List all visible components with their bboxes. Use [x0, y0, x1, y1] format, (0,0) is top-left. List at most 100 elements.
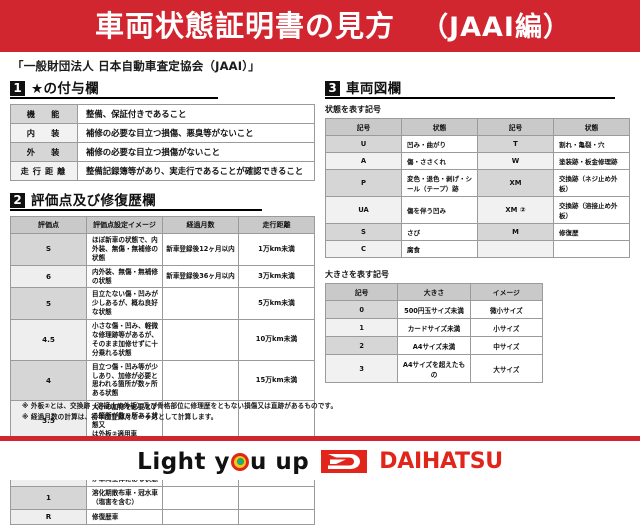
star-criteria-value: 整備、保証付きであること	[77, 104, 315, 124]
table-row: 5 目立たない傷・凹みが少しあるが、概ね良好な状態 5万km未満	[10, 287, 315, 321]
evaluation-description: 修復歴車	[86, 509, 163, 525]
table-row: 1 カードサイズ未満 小サイズ	[324, 318, 544, 337]
section-heading-evaluation: 2 評価点及び修復歴欄	[10, 193, 262, 211]
brand-lockup: Light y u up DAIHATSU	[137, 449, 503, 475]
condition-symbol: U	[325, 135, 402, 153]
size-image-label: 小サイズ	[469, 318, 544, 337]
table-row: 3.5 大小の加修を必要とする箇所が数ヶ所ある状態又 は外板②適用車	[10, 400, 315, 442]
tagline-pre: Light y	[137, 448, 231, 475]
section-number-2: 2	[10, 193, 25, 208]
table-row: U 凹み・曲がり T 割れ・亀裂・穴	[325, 135, 630, 153]
tagline-mid: u up	[250, 448, 310, 475]
condition-description: 交換跡（溶接止め外板）	[553, 196, 630, 224]
ring-core-icon	[238, 459, 243, 464]
star-criteria-key: 走行距離	[10, 161, 78, 181]
evaluation-months	[162, 359, 239, 402]
evaluation-mileage: 5万km未満	[238, 287, 315, 321]
size-range: 500円玉サイズ未満	[397, 300, 471, 319]
table-row: 6 内外装、無傷・無補修の状態 新車登録後36ヶ月以内 3万km未満	[10, 264, 315, 289]
table-row: 4.5 小さな傷・凹み、軽微な修理跡等があるが、 そのまま加修せずに十分乗れる状態 1…	[10, 319, 315, 361]
condition-symbol: T	[477, 135, 554, 153]
condition-description: さび	[401, 223, 478, 241]
size-range: カードサイズ未満	[397, 318, 471, 337]
star-criteria-key: 外 装	[10, 142, 78, 162]
evaluation-mileage: 10万km未満	[238, 319, 315, 361]
table-row: R 修復歴車	[10, 509, 315, 525]
daihatsu-d-glyph	[328, 454, 361, 469]
condition-description: 塗装跡・板金修理跡	[553, 152, 630, 170]
size-symbol: 0	[324, 300, 399, 319]
condition-description: 腐食	[401, 240, 478, 258]
section-title-diagram: 車両図欄	[346, 80, 402, 97]
section-number-1: 1	[10, 81, 25, 96]
right-column: 3 車両図欄 状態を表す記号 記号 状態 記号 状態 U 凹み・曲がり T 割れ・亀裂・穴 A…	[324, 77, 630, 525]
evaluation-description: 小さな傷・凹み、軽微な修理跡等があるが、 そのまま加修せずに十分乗れる状態	[86, 319, 163, 361]
star-criteria-value: 整備記録簿等があり、実走行であることが確認できること	[77, 161, 315, 181]
star-criteria-value: 補修の必要な目立つ損傷がないこと	[77, 142, 315, 162]
evaluation-mileage	[238, 486, 315, 511]
condition-symbol: UA	[325, 196, 402, 224]
table-row: S さび M 修復歴	[325, 223, 630, 241]
table-row: 内 装補修の必要な目立つ損傷、悪臭等がないこと	[10, 123, 315, 143]
condition-description: 交換跡（ネジ止め外板）	[553, 169, 630, 197]
table-row: 2 A4サイズ未満 中サイズ	[324, 336, 544, 355]
table-row: A 傷・ささくれ W 塗装跡・板金修理跡	[325, 152, 630, 170]
symbol-column-header: 状態	[553, 118, 630, 136]
condition-symbol: C	[325, 240, 402, 258]
size-symbol: 1	[324, 318, 399, 337]
page-title-main: 車両状態証明書の見方	[95, 8, 396, 43]
evaluation-description: ほぼ新車の状態で、内外装、無傷・無補修の状態	[86, 233, 163, 266]
size-symbol-table: 記号 大きさ イメージ 0 500円玉サイズ未満 微小サイズ 1 カードサイズ未満 小サイズ 2…	[324, 283, 544, 383]
star-criteria-key: 内 装	[10, 123, 78, 143]
size-symbol: 3	[324, 354, 399, 383]
evaluation-months	[162, 509, 239, 525]
table-row: UA 傷を伴う凹み XM ② 交換跡（溶接止め外板）	[325, 196, 630, 224]
evaluation-months: 新車登録後12ヶ月以内	[162, 233, 239, 266]
evaluation-months	[162, 287, 239, 321]
table-row: 機 能整備、保証付きであること	[10, 104, 315, 124]
condition-symbol: XM ②	[477, 196, 554, 224]
star-criteria-table: 機 能整備、保証付きであること内 装補修の必要な目立つ損傷、悪臭等がないこと外 …	[10, 104, 315, 181]
condition-symbol-table: 記号 状態 記号 状態 U 凹み・曲がり T 割れ・亀裂・穴 A 傷・ささくれ W 塗装跡・板金修理…	[325, 118, 630, 258]
evaluation-months	[162, 319, 239, 361]
condition-symbol: P	[325, 169, 402, 197]
condition-symbol: A	[325, 152, 402, 170]
table-row: 走行距離 整備記録簿等があり、実走行であることが確認できること	[10, 161, 315, 181]
section-heading-star: 1 ★の付与欄	[10, 81, 218, 99]
condition-symbol: W	[477, 152, 554, 170]
page-banner: 車両状態証明書の見方 （JAAI編）	[0, 0, 640, 52]
symbol-table-label: 状態を表す記号	[325, 105, 381, 114]
daihatsu-logo-icon	[321, 450, 368, 473]
table-row: C 腐食	[325, 240, 630, 258]
evaluation-description: 溶化期散布車・冠水車（塩害を含む）	[86, 486, 163, 511]
size-column-header: 大きさ	[397, 283, 471, 301]
size-column-header: イメージ	[469, 283, 544, 301]
content-body: 1 ★の付与欄 機 能整備、保証付きであること内 装補修の必要な目立つ損傷、悪臭…	[0, 77, 640, 525]
star-criteria-key: 機 能	[10, 104, 78, 124]
size-range: A4サイズ未満	[397, 336, 471, 355]
tagline: Light y u up	[137, 449, 309, 475]
section-title-star: ★の付与欄	[31, 80, 100, 97]
size-range: A4サイズを超えたもの	[397, 354, 471, 383]
evaluation-score: R	[10, 509, 87, 525]
table-row: S ほぼ新車の状態で、内外装、無傷・無補修の状態 新車登録後12ヶ月以内 1万km未満	[10, 233, 315, 266]
evaluation-mileage: 15万km未満	[238, 359, 315, 402]
evaluation-mileage: 1万km未満	[238, 233, 315, 266]
evaluation-score: 1	[10, 486, 87, 511]
condition-description: 割れ・亀裂・穴	[553, 135, 630, 153]
evaluation-column-header: 評価点	[10, 216, 87, 234]
page-title: 車両状態証明書の見方 （JAAI編）	[14, 8, 626, 43]
evaluation-score: S	[10, 233, 87, 266]
evaluation-score: 4	[10, 359, 87, 402]
footnote-1: ※ 外板②とは、交換跡（溶接止め外板）及び骨格部位に修理歴をともない損傷又は直跡…	[22, 401, 338, 410]
evaluation-score: 5	[10, 287, 87, 321]
evaluation-description: 目立たない傷・凹みが少しあるが、概ね良好な状態	[86, 287, 163, 321]
symbol-column-header: 記号	[477, 118, 554, 136]
condition-symbol: S	[325, 223, 402, 241]
footer-bar: Light y u up DAIHATSU	[0, 436, 640, 480]
size-table-label: 大きさを表す記号	[325, 270, 389, 279]
footnote-2: ※ 経過月数の計算は、初年度登録月を一ヶ月として計算します。	[22, 413, 218, 422]
condition-description: 凹み・曲がり	[401, 135, 478, 153]
section-heading-diagram: 3 車両図欄	[325, 81, 615, 99]
